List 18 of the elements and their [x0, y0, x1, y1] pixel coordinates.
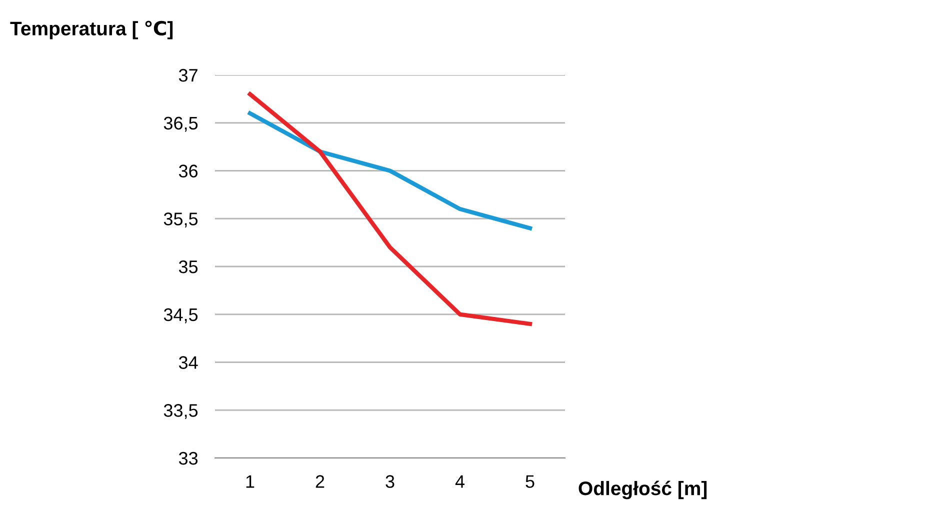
- y-axis-title: Temperatura [ ℃]: [10, 20, 173, 40]
- y-tick-label: 34,5: [164, 308, 198, 324]
- x-tick-label: 2: [316, 475, 324, 488]
- x-axis-title: Odległość [m]: [578, 480, 707, 500]
- y-tick-label: 37: [178, 68, 198, 82]
- y-tick-label: 33,5: [164, 404, 198, 419]
- y-tick-label: 33: [178, 452, 198, 465]
- x-tick-label: 5: [526, 475, 534, 488]
- y-tick-label: 35: [178, 260, 198, 274]
- x-tick-label: 4: [455, 475, 464, 488]
- y-tick-label: 35,5: [164, 212, 198, 228]
- line-series: [248, 92, 532, 326]
- line-series: [248, 111, 532, 230]
- x-tick-label: 3: [386, 475, 394, 488]
- x-tick-label: 1: [246, 475, 254, 488]
- y-tick-label: 36,5: [164, 116, 198, 132]
- y-tick-label: 34: [178, 356, 198, 369]
- y-tick-label: 36: [178, 164, 198, 178]
